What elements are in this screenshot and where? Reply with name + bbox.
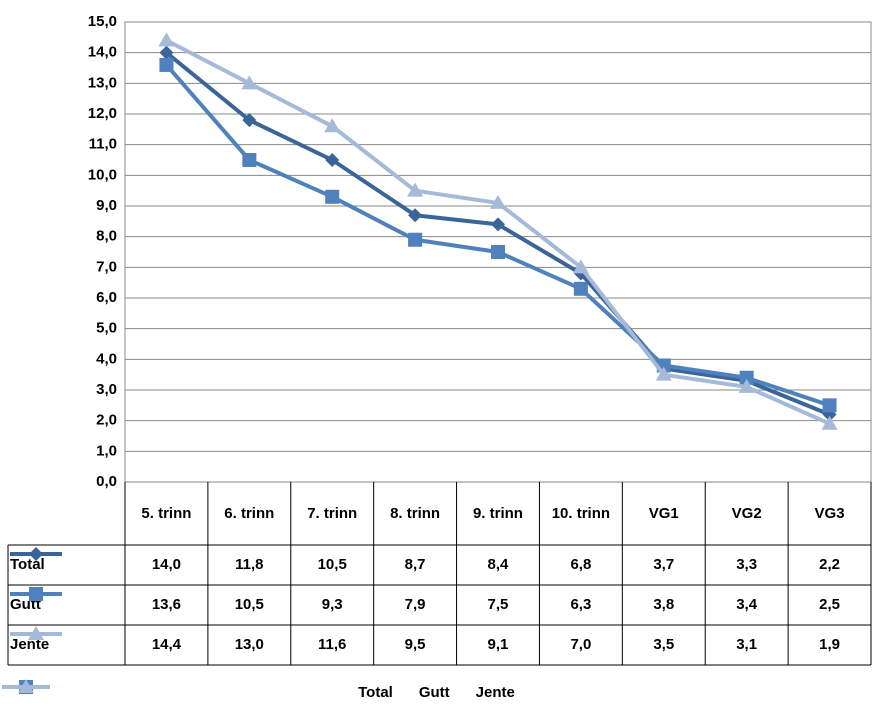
y-tick-label: 5,0	[96, 320, 117, 337]
table-value: 11,6	[318, 636, 347, 653]
x-tick-label: 8. trinn	[390, 504, 441, 522]
legend-marker	[28, 626, 44, 640]
table-value: 10,5	[317, 556, 347, 573]
data-point	[325, 153, 340, 167]
table-value: 3,4	[736, 596, 758, 613]
y-tick-label: 8,0	[96, 228, 117, 245]
legend-item: Jente	[2, 679, 515, 701]
legend-item: Total	[2, 680, 393, 701]
y-tick-label: 4,0	[96, 350, 117, 367]
legend-icon	[10, 626, 62, 640]
table-value: 2,5	[819, 596, 840, 613]
series-line	[165, 51, 831, 417]
data-point	[739, 370, 754, 385]
data-point	[738, 378, 755, 393]
data-point	[408, 208, 423, 223]
y-tick-label: 3,0	[96, 381, 117, 398]
table-value: 3,7	[653, 556, 675, 573]
legend-icon	[10, 587, 62, 601]
y-tick-label: 1,0	[96, 442, 117, 459]
data-point	[822, 398, 837, 413]
table-value: 8,4	[487, 556, 509, 573]
legend: Total Gutt Jente	[0, 678, 873, 706]
x-tick-label: 7. trinn	[307, 504, 358, 522]
table-value: 3,1	[736, 636, 758, 653]
legend-marker	[29, 547, 43, 561]
table-value: 10,5	[234, 596, 264, 613]
x-tick-label: VG1	[648, 504, 679, 522]
table-value: 8,7	[404, 556, 426, 573]
table-value: 14,4	[151, 636, 182, 653]
table-value: 7,0	[570, 636, 592, 653]
data-point	[408, 232, 423, 247]
y-tick-label: 13,0	[88, 74, 117, 91]
y-tick-label: 12,0	[88, 105, 117, 122]
table-value: 6,8	[570, 556, 592, 573]
y-tick-label: 6,0	[96, 289, 117, 306]
table-value: 3,3	[736, 556, 758, 573]
table-value: 3,5	[653, 636, 675, 653]
data-point	[324, 118, 341, 133]
table-series-name: Jente	[8, 625, 125, 665]
x-tick-label: 5. trinn	[141, 504, 192, 522]
table-value: 9,1	[487, 636, 509, 653]
data-point	[490, 194, 506, 209]
y-tick-label: 15,0	[88, 13, 117, 30]
table-value: 14,0	[151, 556, 182, 573]
data-point	[655, 366, 672, 381]
x-tick-label: VG3	[814, 504, 845, 522]
legend-label: Gutt	[418, 683, 450, 701]
table-value: 13,6	[151, 596, 182, 613]
data-point	[572, 259, 589, 274]
data-point	[491, 245, 505, 259]
data-point	[407, 182, 424, 197]
series-line	[165, 38, 831, 426]
table-value: 9,3	[321, 596, 343, 613]
y-tick-label: 7,0	[96, 258, 117, 275]
y-tick-label: 9,0	[96, 197, 117, 214]
table-value: 11,8	[235, 556, 264, 573]
table-value: 3,8	[653, 596, 675, 613]
data-point	[159, 57, 174, 72]
table-value: 13,0	[234, 636, 264, 653]
series-name: Jente	[10, 636, 50, 653]
data-point	[821, 415, 838, 430]
legend-label: Jente	[475, 683, 515, 701]
table-series-name: Total	[8, 545, 125, 585]
series-line	[164, 63, 831, 408]
y-tick-label: 11,0	[89, 136, 117, 153]
data-point	[158, 32, 175, 47]
data-point	[241, 75, 258, 90]
y-tick-label: 14,0	[88, 44, 117, 61]
data-point	[159, 45, 174, 60]
table-value: 7,9	[404, 596, 426, 613]
x-tick-label: 10. trinn	[551, 504, 611, 522]
data-point	[573, 281, 588, 296]
legend-icon	[10, 547, 62, 561]
y-tick-label: 10,0	[88, 166, 117, 183]
data-point	[242, 113, 257, 128]
legend-item: Gutt	[2, 680, 450, 701]
table-value: 6,3	[570, 596, 592, 613]
y-tick-label: 0,0	[96, 473, 117, 490]
table-value: 9,5	[404, 636, 426, 653]
y-tick-label: 2,0	[96, 412, 117, 429]
data-point	[491, 217, 505, 232]
plot-border	[124, 21, 872, 483]
data-point	[325, 189, 340, 204]
x-tick-label: VG2	[731, 504, 762, 522]
legend-icon	[2, 679, 50, 693]
legend-marker	[29, 587, 43, 601]
table-value: 7,5	[487, 596, 509, 613]
table-value: 2,2	[819, 556, 840, 573]
x-tick-label: 6. trinn	[224, 504, 275, 522]
table-series-name: Gutt	[8, 585, 125, 625]
x-tick-label: 9. trinn	[472, 504, 523, 522]
legend-label: Total	[358, 683, 393, 701]
legend-marker	[18, 679, 34, 693]
data-point	[242, 153, 257, 167]
table-value: 1,9	[819, 636, 840, 653]
